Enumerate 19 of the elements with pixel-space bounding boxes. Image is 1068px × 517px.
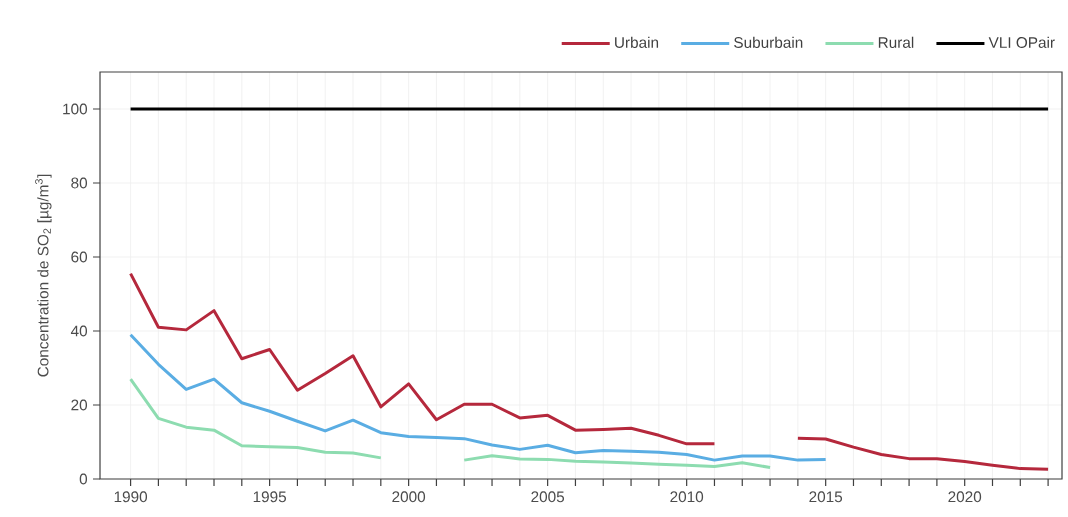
y-axis-title: Concentration de SO$_{2}$ [µg/m$^{3}$] — [35, 174, 52, 377]
x-tick-label: 2010 — [670, 491, 704, 503]
y-tick-label: 100 — [63, 103, 88, 115]
x-tick-label: 1995 — [253, 491, 287, 503]
x-tick-label: 2020 — [948, 491, 982, 503]
x-tick-label: 2015 — [809, 491, 843, 503]
x-tick-label: 2005 — [531, 491, 565, 503]
legend-label: VLI OPair — [988, 36, 1055, 48]
y-tick-label: 60 — [71, 251, 88, 263]
line-series — [129, 333, 828, 462]
x-tick-label: 1990 — [114, 491, 148, 503]
y-tick-label: 0 — [79, 473, 88, 485]
y-tick-label: 40 — [70, 325, 88, 337]
y-tick-label: 80 — [71, 177, 88, 189]
y-tick-label: 20 — [71, 399, 88, 411]
x-tick-label: 2000 — [392, 491, 426, 503]
legend-label: Rural — [878, 36, 914, 48]
legend-label: Urbain — [615, 36, 659, 48]
legend-label: Suburbain — [734, 36, 803, 48]
